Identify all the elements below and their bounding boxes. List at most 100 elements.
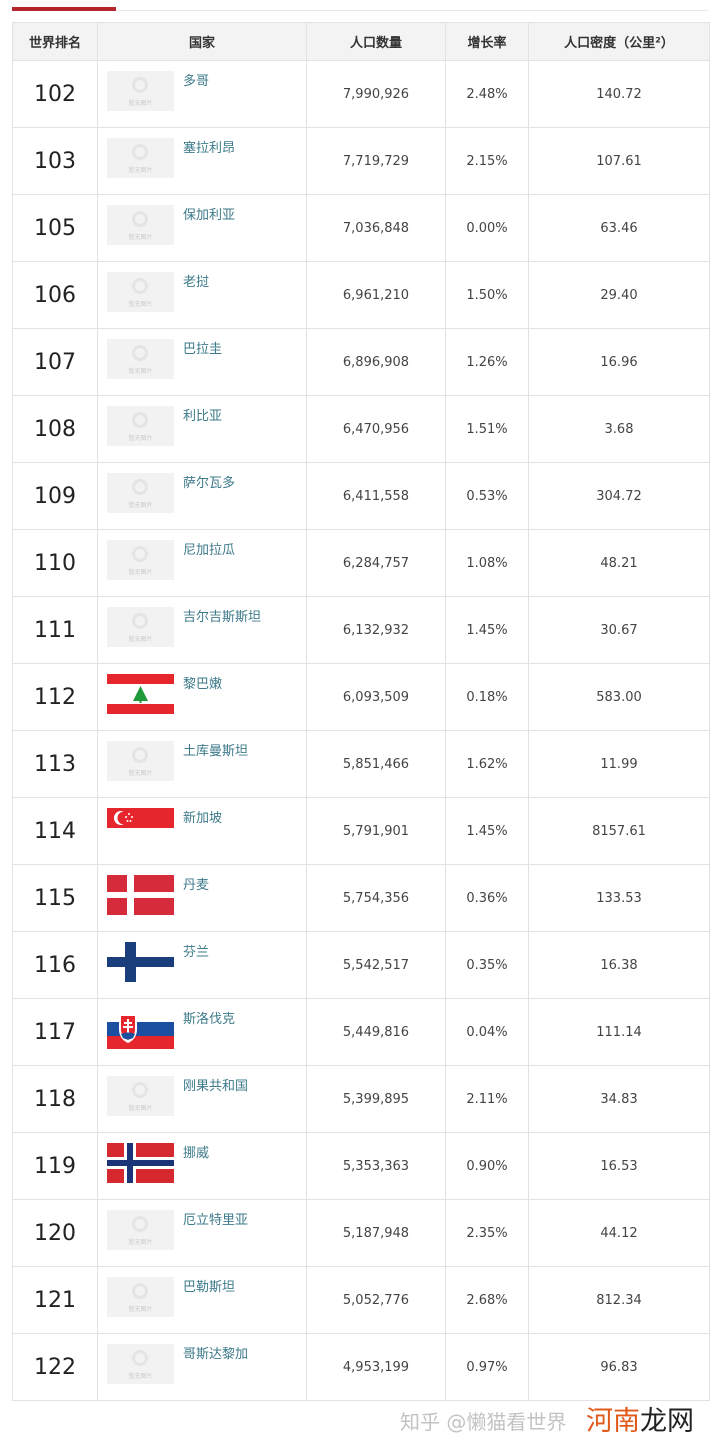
table-row: 114 新加坡 5,791,901 1.45% 8157.61: [12, 797, 710, 865]
site-watermark-b: 龙网: [640, 1406, 694, 1437]
growth-cell: 2.68%: [445, 1266, 529, 1334]
image-placeholder-icon: 暂无图片: [107, 71, 174, 111]
country-link[interactable]: 芬兰: [183, 945, 210, 960]
header-country: 国家: [97, 22, 307, 61]
rank-cell: 109: [12, 462, 98, 530]
table-row: 121 暂无图片 巴勒斯坦 5,052,776 2.68% 812.34: [12, 1266, 710, 1334]
country-cell: 暂无图片 巴勒斯坦: [97, 1266, 307, 1334]
country-link[interactable]: 尼加拉瓜: [183, 543, 236, 558]
rank-cell: 121: [12, 1266, 98, 1334]
denmark-flag-icon: [107, 875, 174, 915]
rank-cell: 122: [12, 1333, 98, 1401]
density-cell: 96.83: [528, 1333, 710, 1401]
country-link[interactable]: 丹麦: [183, 878, 210, 893]
growth-cell: 2.11%: [445, 1065, 529, 1133]
table-row: 103 暂无图片 塞拉利昂 7,719,729 2.15% 107.61: [12, 127, 710, 195]
table-row: 116 芬兰 5,542,517 0.35% 16.38: [12, 931, 710, 999]
country-link[interactable]: 挪威: [183, 1146, 210, 1161]
norway-flag-icon: [107, 1143, 174, 1183]
rank-cell: 120: [12, 1199, 98, 1267]
table-row: 115 丹麦 5,754,356 0.36% 133.53: [12, 864, 710, 932]
country-cell: 挪威: [97, 1132, 307, 1200]
growth-cell: 0.35%: [445, 931, 529, 999]
country-cell: 丹麦: [97, 864, 307, 932]
country-cell: 芬兰: [97, 931, 307, 999]
image-placeholder-icon: 暂无图片: [107, 406, 174, 446]
image-placeholder-icon: 暂无图片: [107, 1076, 174, 1116]
country-cell: 暂无图片 吉尔吉斯斯坦: [97, 596, 307, 664]
population-cell: 5,399,895: [306, 1065, 446, 1133]
country-link[interactable]: 土库曼斯坦: [183, 744, 249, 759]
country-cell: 暂无图片 哥斯达黎加: [97, 1333, 307, 1401]
growth-cell: 2.15%: [445, 127, 529, 195]
image-placeholder-icon: 暂无图片: [107, 540, 174, 580]
country-link[interactable]: 塞拉利昂: [183, 141, 236, 156]
country-link[interactable]: 巴拉圭: [183, 342, 223, 357]
table-row: 120 暂无图片 厄立特里亚 5,187,948 2.35% 44.12: [12, 1199, 710, 1267]
rank-cell: 113: [12, 730, 98, 798]
density-cell: 11.99: [528, 730, 710, 798]
country-link[interactable]: 萨尔瓦多: [183, 476, 236, 491]
image-placeholder-icon: 暂无图片: [107, 205, 174, 245]
country-link[interactable]: 保加利亚: [183, 208, 236, 223]
density-cell: 304.72: [528, 462, 710, 530]
population-cell: 7,719,729: [306, 127, 446, 195]
rank-cell: 103: [12, 127, 98, 195]
density-cell: 812.34: [528, 1266, 710, 1334]
growth-cell: 1.08%: [445, 529, 529, 597]
country-link[interactable]: 老挝: [183, 275, 210, 290]
table-row: 102 暂无图片 多哥 7,990,926 2.48% 140.72: [12, 60, 710, 128]
density-cell: 29.40: [528, 261, 710, 329]
growth-cell: 0.53%: [445, 462, 529, 530]
rank-cell: 117: [12, 998, 98, 1066]
country-link[interactable]: 巴勒斯坦: [183, 1280, 236, 1295]
country-cell: 暂无图片 塞拉利昂: [97, 127, 307, 195]
country-link[interactable]: 斯洛伐克: [183, 1012, 236, 1027]
country-cell: 黎巴嫩: [97, 663, 307, 731]
image-placeholder-icon: 暂无图片: [107, 607, 174, 647]
country-link[interactable]: 刚果共和国: [183, 1079, 249, 1094]
population-cell: 6,896,908: [306, 328, 446, 396]
growth-cell: 0.18%: [445, 663, 529, 731]
density-cell: 8157.61: [528, 797, 710, 865]
population-cell: 5,449,816: [306, 998, 446, 1066]
rank-cell: 114: [12, 797, 98, 865]
density-cell: 44.12: [528, 1199, 710, 1267]
country-link[interactable]: 厄立特里亚: [183, 1213, 249, 1228]
density-cell: 133.53: [528, 864, 710, 932]
country-cell: 暂无图片 老挝: [97, 261, 307, 329]
header-growth: 增长率: [445, 22, 529, 61]
rank-cell: 102: [12, 60, 98, 128]
density-cell: 16.96: [528, 328, 710, 396]
population-cell: 6,470,956: [306, 395, 446, 463]
country-link[interactable]: 多哥: [183, 74, 210, 89]
population-cell: 5,187,948: [306, 1199, 446, 1267]
table-row: 107 暂无图片 巴拉圭 6,896,908 1.26% 16.96: [12, 328, 710, 396]
table-row: 117 斯洛伐克 5,449,816 0.04% 111.14: [12, 998, 710, 1066]
country-cell: 暂无图片 巴拉圭: [97, 328, 307, 396]
country-link[interactable]: 吉尔吉斯斯坦: [183, 610, 262, 625]
density-cell: 3.68: [528, 395, 710, 463]
density-cell: 48.21: [528, 529, 710, 597]
image-placeholder-icon: 暂无图片: [107, 1344, 174, 1384]
density-cell: 111.14: [528, 998, 710, 1066]
country-link[interactable]: 新加坡: [183, 811, 223, 826]
finland-flag-icon: [107, 942, 174, 982]
population-cell: 5,052,776: [306, 1266, 446, 1334]
rank-cell: 112: [12, 663, 98, 731]
density-cell: 16.53: [528, 1132, 710, 1200]
rank-cell: 106: [12, 261, 98, 329]
image-placeholder-icon: 暂无图片: [107, 339, 174, 379]
country-link[interactable]: 黎巴嫩: [183, 677, 223, 692]
population-cell: 5,754,356: [306, 864, 446, 932]
country-link[interactable]: 哥斯达黎加: [183, 1347, 249, 1362]
growth-cell: 1.51%: [445, 395, 529, 463]
header-population: 人口数量: [306, 22, 446, 61]
rank-cell: 107: [12, 328, 98, 396]
header-rank: 世界排名: [12, 22, 98, 61]
image-placeholder-icon: 暂无图片: [107, 272, 174, 312]
population-cell: 5,542,517: [306, 931, 446, 999]
table-row: 112 黎巴嫩 6,093,509 0.18% 583.00: [12, 663, 710, 731]
country-link[interactable]: 利比亚: [183, 409, 223, 424]
table-row: 106 暂无图片 老挝 6,961,210 1.50% 29.40: [12, 261, 710, 329]
